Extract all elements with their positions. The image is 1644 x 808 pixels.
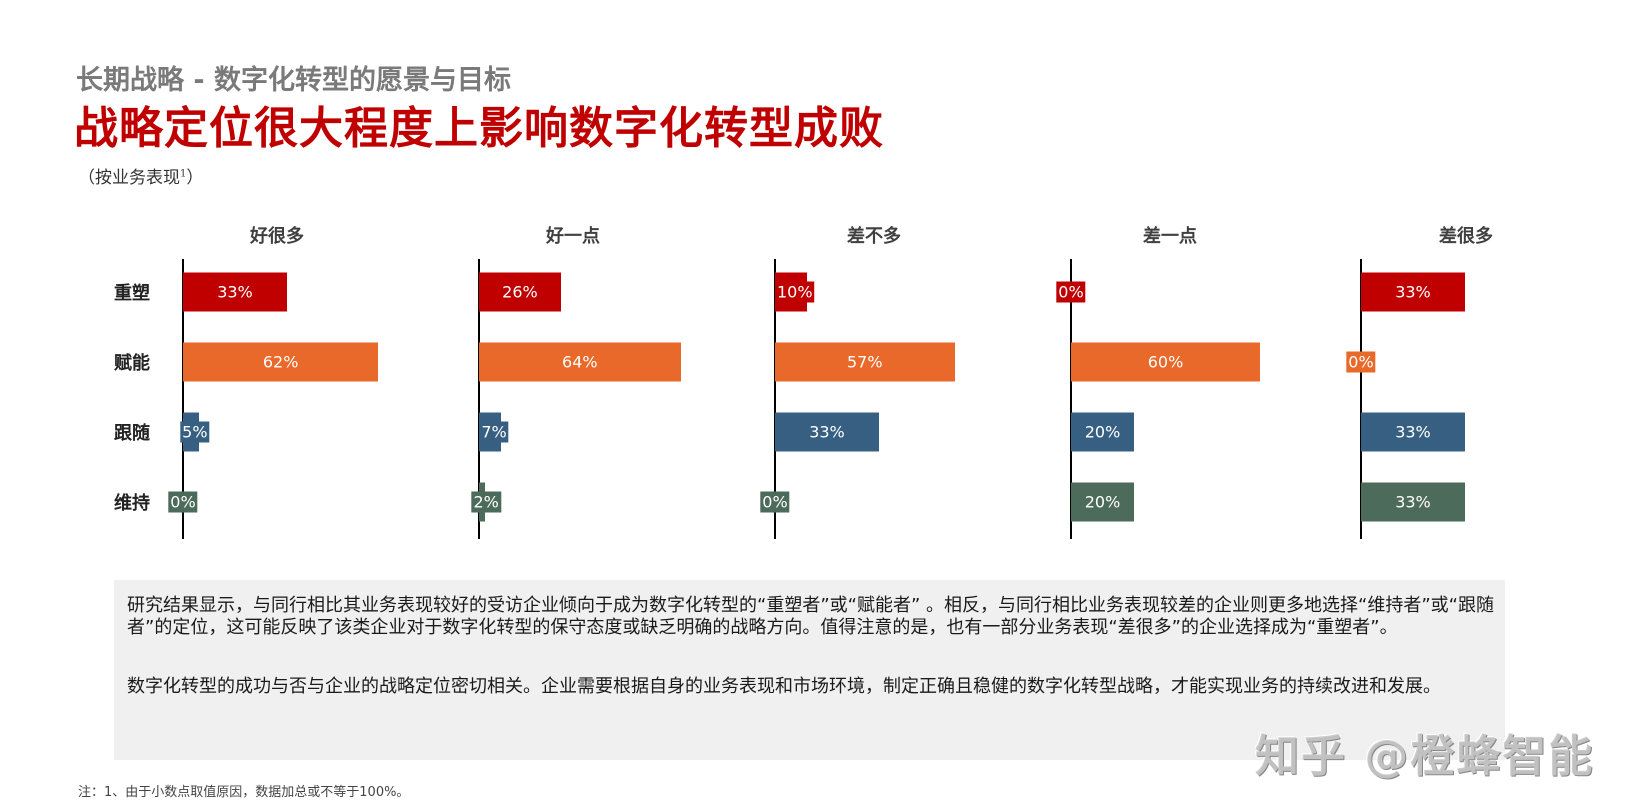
bar-value-label: 2%: [471, 491, 501, 513]
category-label: 赋能: [114, 353, 150, 374]
bar: [183, 342, 379, 382]
bar-value-label: 33%: [1395, 422, 1431, 442]
bar-value-label: 33%: [809, 422, 845, 442]
subtitle-close: ）: [186, 168, 204, 188]
bar: [775, 412, 879, 452]
bar-value-label: 20%: [1084, 422, 1121, 442]
category-label: 维持: [114, 493, 150, 514]
panel-header: 差很多: [1439, 226, 1493, 247]
panel-header: 差不多: [847, 226, 901, 247]
bar-value-label: 26%: [502, 282, 538, 302]
bar: [1071, 482, 1134, 522]
bar-value-label: 57%: [846, 352, 883, 372]
bar-value-label: 0%: [760, 491, 790, 513]
category-label: 重塑: [114, 283, 150, 304]
summary-paragraph-2: 数字化转型的成功与否与企业的战略定位密切相关。企业需要根据自身的业务表现和市场环…: [127, 676, 1441, 697]
panel-axis-line: [182, 259, 184, 539]
page-title: 战略定位很大程度上影响数字化转型成败: [74, 103, 884, 154]
bar-value-label: 33%: [1395, 492, 1431, 512]
bar: [1071, 412, 1134, 452]
bar: [1361, 482, 1465, 522]
bar-value-label: 0%: [1056, 281, 1086, 303]
bar-value-label: 20%: [1084, 492, 1121, 512]
subtitle-footnote-ref: 1: [180, 168, 187, 180]
subtitle-text: （按业务表现: [78, 168, 180, 188]
bar-value-label: 0%: [168, 491, 198, 513]
summary-paragraph-1: 研究结果显示，与同行相比其业务表现较好的受访企业倾向于成为数字化转型的“重塑者”…: [127, 595, 1494, 638]
bar-value-label: 62%: [262, 352, 299, 372]
bar: [775, 342, 955, 382]
bar-value-label: 60%: [1147, 352, 1184, 372]
panel-axis-line: [1360, 259, 1362, 539]
bar: [1361, 412, 1465, 452]
bar-value-label: 5%: [180, 421, 210, 443]
bar-value-label: 64%: [562, 352, 598, 372]
bar-value-label: 0%: [1346, 351, 1376, 373]
panel-header: 差一点: [1143, 226, 1197, 247]
chart-subtitle: （按业务表现1）: [78, 163, 203, 188]
watermark: 知乎 @橙蜂智能: [1255, 731, 1595, 782]
panel-header: 好一点: [546, 226, 600, 247]
bar-value-label: 33%: [1395, 282, 1431, 302]
bar: [1071, 342, 1260, 382]
bar-value-label: 7%: [479, 421, 509, 443]
panel-axis-line: [478, 259, 480, 539]
bar: [479, 342, 681, 382]
panel-axis-line: [774, 259, 776, 539]
summary-box: 研究结果显示，与同行相比其业务表现较好的受访企业倾向于成为数字化转型的“重塑者”…: [114, 580, 1505, 760]
bar: [479, 272, 561, 312]
bar: [183, 272, 287, 312]
panel-axis-line: [1070, 259, 1072, 539]
bar-value-label: 33%: [217, 282, 253, 302]
bar-value-label: 10%: [774, 281, 815, 303]
footnote: 注：1、由于小数点取值原因，数据加总或不等于100%。: [78, 785, 410, 800]
supertitle: 长期战略 - 数字化转型的愿景与目标: [76, 65, 512, 96]
bar: [1361, 272, 1465, 312]
category-label: 跟随: [114, 423, 150, 444]
panel-header: 好很多: [250, 226, 304, 247]
